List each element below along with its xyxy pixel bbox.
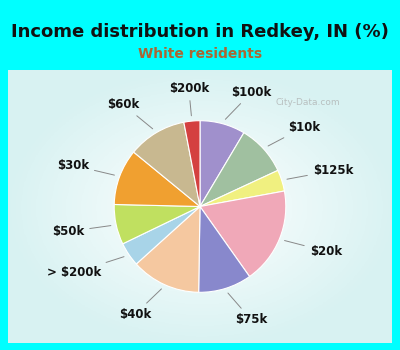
Wedge shape [114,204,200,244]
Text: $30k: $30k [57,159,114,175]
Wedge shape [123,206,200,264]
Text: $200k: $200k [169,82,209,116]
Wedge shape [200,191,286,276]
Text: $40k: $40k [119,289,162,321]
Wedge shape [114,152,200,206]
Text: City-Data.com: City-Data.com [275,98,340,107]
Text: $20k: $20k [284,240,342,258]
Wedge shape [136,206,200,292]
Text: $50k: $50k [52,225,111,238]
Wedge shape [200,133,278,206]
Text: $75k: $75k [228,293,267,326]
Wedge shape [134,122,200,206]
Wedge shape [199,206,250,292]
Text: White residents: White residents [138,47,262,61]
Text: $125k: $125k [287,164,353,179]
Text: $10k: $10k [268,121,320,146]
Text: Income distribution in Redkey, IN (%): Income distribution in Redkey, IN (%) [11,23,389,41]
Wedge shape [200,121,244,206]
Wedge shape [184,121,200,206]
Text: $100k: $100k [225,86,272,119]
Wedge shape [200,170,284,206]
Text: $60k: $60k [107,98,153,129]
Text: > $200k: > $200k [48,257,124,279]
